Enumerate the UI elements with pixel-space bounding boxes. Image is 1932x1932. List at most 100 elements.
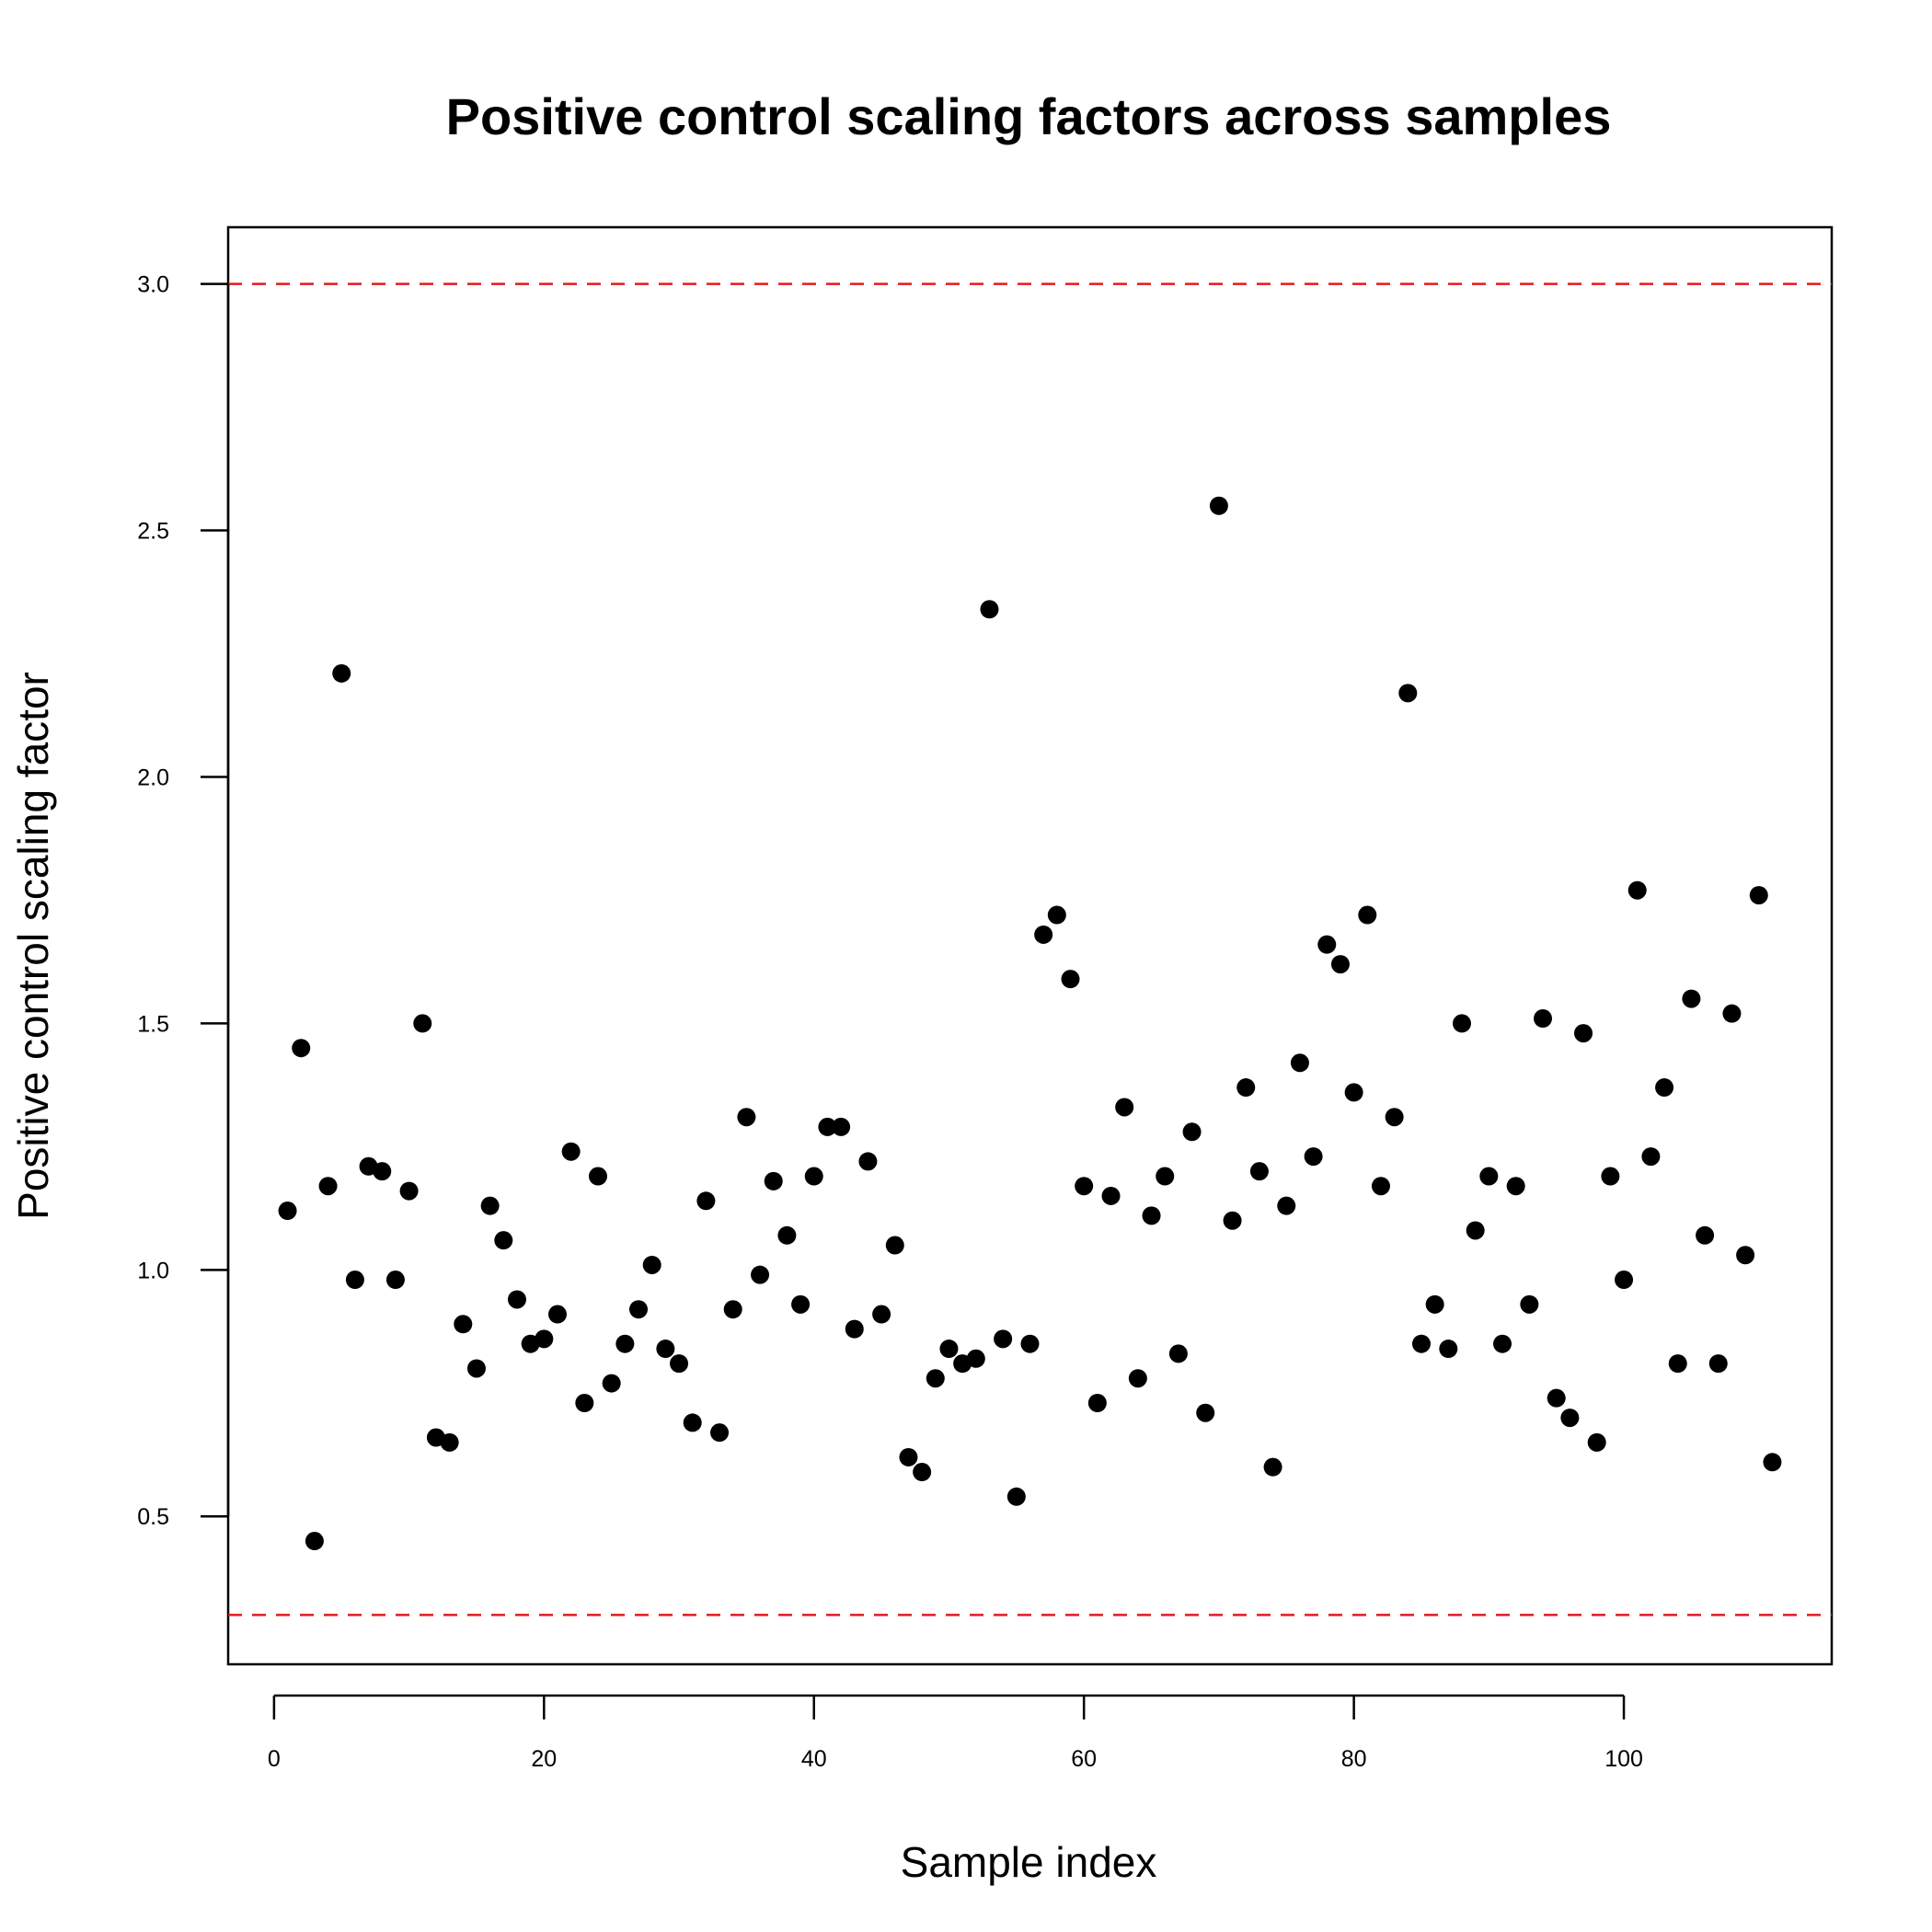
data-point (1615, 1271, 1634, 1290)
data-point (1128, 1369, 1147, 1388)
data-point (1641, 1147, 1661, 1167)
x-tick-label: 100 (1604, 1746, 1643, 1772)
data-point (899, 1447, 918, 1466)
data-point (1385, 1108, 1404, 1127)
data-point (1209, 496, 1228, 515)
data-point (1682, 989, 1701, 1008)
data-point (1087, 1394, 1107, 1412)
data-point (1655, 1078, 1674, 1098)
data-point (1763, 1453, 1782, 1472)
data-point (305, 1532, 324, 1551)
data-point (1411, 1334, 1431, 1353)
data-point (332, 663, 351, 683)
data-point (1006, 1487, 1026, 1506)
data-point (1627, 880, 1647, 900)
data-point (980, 600, 999, 619)
data-point (872, 1305, 891, 1324)
data-point (1452, 1014, 1471, 1033)
data-point (751, 1265, 770, 1284)
data-point (804, 1167, 823, 1186)
data-point (318, 1177, 338, 1196)
data-point (1249, 1162, 1269, 1181)
data-point (1574, 1024, 1593, 1043)
data-point (1223, 1211, 1242, 1230)
y-tick-label: 2.5 (137, 519, 169, 545)
x-axis-label: Sample index (901, 1838, 1157, 1886)
data-point (1479, 1167, 1499, 1186)
x-axis: 0 20 40 60 80 100 (268, 1694, 1643, 1772)
data-point (547, 1305, 567, 1324)
data-point (1506, 1177, 1525, 1196)
data-point (1115, 1098, 1134, 1117)
y-tick-label: 1.0 (137, 1258, 169, 1283)
data-point (466, 1359, 486, 1378)
data-point (939, 1340, 959, 1359)
data-point (589, 1167, 608, 1186)
data-point (1290, 1053, 1309, 1073)
data-point (1547, 1388, 1566, 1408)
data-point (764, 1171, 783, 1190)
y-tick-label: 2.0 (137, 765, 169, 790)
data-point (1371, 1177, 1390, 1196)
data-point (1196, 1403, 1215, 1422)
data-point (399, 1181, 419, 1201)
data-point (575, 1394, 594, 1412)
data-point (1587, 1432, 1606, 1452)
data-point (737, 1108, 756, 1127)
data-point (913, 1463, 932, 1482)
data-point (1439, 1340, 1458, 1359)
data-point (926, 1369, 945, 1388)
x-tick-label: 0 (268, 1746, 281, 1772)
data-point (1061, 970, 1080, 989)
data-point (1020, 1334, 1040, 1353)
data-point (1668, 1354, 1687, 1374)
x-tick-label: 60 (1071, 1746, 1097, 1772)
data-point (480, 1196, 500, 1215)
y-tick-label: 3.0 (137, 272, 169, 298)
data-point (1101, 1186, 1121, 1205)
data-point (845, 1319, 864, 1339)
data-point (710, 1423, 730, 1443)
data-point (1317, 935, 1337, 954)
data-point (385, 1271, 405, 1290)
data-point (696, 1191, 716, 1211)
x-tick-label: 80 (1341, 1746, 1367, 1772)
x-tick-label: 20 (531, 1746, 557, 1772)
data-point (602, 1374, 621, 1393)
data-point (1425, 1294, 1444, 1314)
y-axis-label: Positive control scaling factor (9, 672, 57, 1220)
data-point (440, 1432, 459, 1452)
data-point (777, 1225, 797, 1245)
data-point (1344, 1083, 1363, 1102)
data-point (1047, 905, 1066, 925)
data-point (278, 1202, 297, 1221)
data-point (615, 1334, 635, 1353)
data-point (1168, 1344, 1188, 1363)
data-point (858, 1152, 878, 1171)
data-point (1304, 1147, 1323, 1167)
data-point (1182, 1122, 1202, 1142)
data-point (791, 1294, 811, 1314)
data-point (494, 1231, 513, 1250)
data-point (670, 1354, 689, 1374)
reference-lines (228, 282, 1832, 1616)
data-point (535, 1329, 554, 1349)
data-point (1142, 1206, 1161, 1225)
data-point (656, 1340, 675, 1359)
data-point (1466, 1221, 1485, 1240)
data-point (818, 1117, 837, 1136)
x-tick-label: 40 (801, 1746, 827, 1772)
data-point (1520, 1294, 1539, 1314)
data-point (345, 1271, 364, 1290)
data-point (561, 1142, 581, 1161)
data-point (642, 1255, 661, 1274)
data-point (629, 1300, 649, 1319)
data-point (885, 1236, 904, 1255)
data-point (1493, 1334, 1512, 1353)
data-point (832, 1117, 851, 1136)
data-point (723, 1300, 742, 1319)
data-point (1330, 955, 1350, 974)
data-point (1696, 1225, 1715, 1245)
data-point (1534, 1009, 1553, 1029)
